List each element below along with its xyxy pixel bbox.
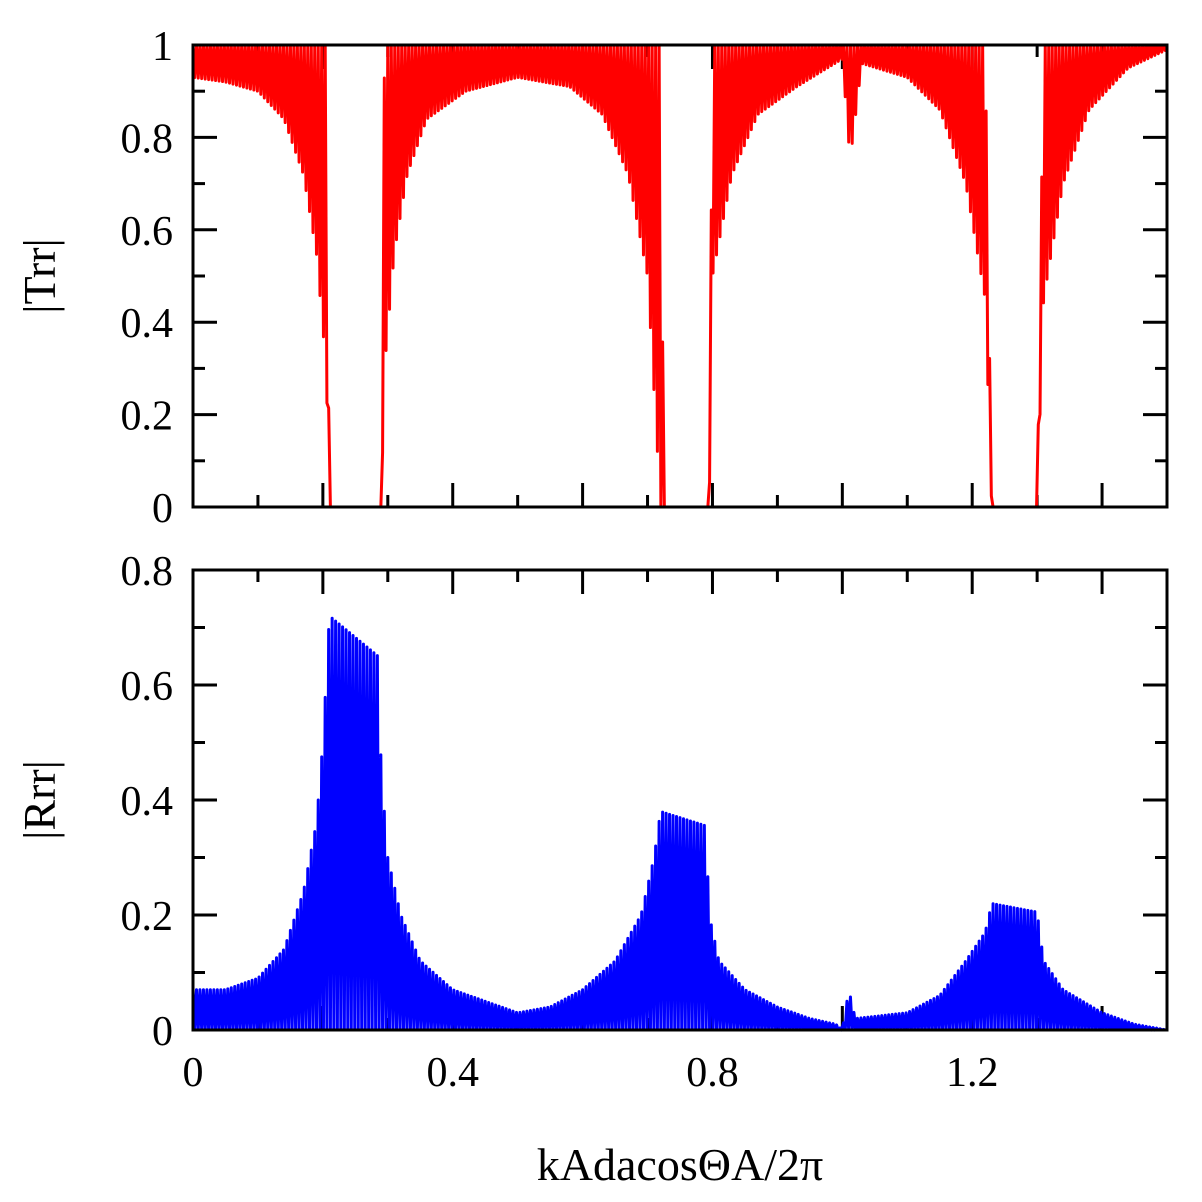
top-panel-frame [191, 43, 1169, 509]
bottom-y-tick-label: 0.4 [121, 779, 174, 825]
bottom-y-tick-label: 0.6 [121, 664, 174, 710]
x-axis-label: kAdacosΘA/2π [537, 1139, 823, 1190]
top-y-tick-labels: 0 0.2 0.4 0.6 0.8 1 [121, 24, 174, 532]
top-y-tick-label: 0.8 [121, 116, 174, 162]
bottom-panel-data [191, 616, 1167, 1032]
top-y-tick-label: 0.2 [121, 394, 174, 440]
bottom-series-line [191, 616, 1167, 1032]
bottom-panel-frame [191, 568, 1169, 1032]
bottom-y-tick-label: 0 [152, 1009, 173, 1055]
bottom-x-tick-label: 0.4 [426, 1050, 479, 1096]
top-y-tick-label: 0 [152, 486, 173, 532]
bottom-y-axis-label: |Rrr| [14, 760, 65, 840]
top-y-tick-label: 1 [152, 24, 173, 70]
top-y-tick-label: 0.4 [121, 301, 174, 347]
top-panel-ticks [191, 43, 1169, 509]
bottom-x-tick-labels: 0 0.4 0.8 1.2 [183, 1050, 999, 1096]
top-y-tick-label: 0.6 [121, 209, 174, 255]
bottom-y-tick-labels: 0 0.2 0.4 0.6 0.8 [121, 549, 174, 1055]
bottom-x-tick-label: 0.8 [686, 1050, 739, 1096]
bottom-y-tick-label: 0.8 [121, 549, 174, 595]
top-panel: 0 0.2 0.4 0.6 0.8 1 |Trr| [14, 24, 1169, 532]
top-y-axis-label: |Trr| [14, 238, 65, 314]
bottom-x-tick-label: 1.2 [946, 1050, 999, 1096]
bottom-panel: 0 0.2 0.4 0.6 0.8 0 0.4 0.8 1.2 |Rrr| kAdacosΘA… [14, 549, 1169, 1190]
top-panel-data [191, 43, 1169, 509]
top-series-line [191, 43, 1169, 509]
bottom-x-tick-label: 0 [183, 1050, 204, 1096]
bottom-y-tick-label: 0.2 [121, 894, 174, 940]
